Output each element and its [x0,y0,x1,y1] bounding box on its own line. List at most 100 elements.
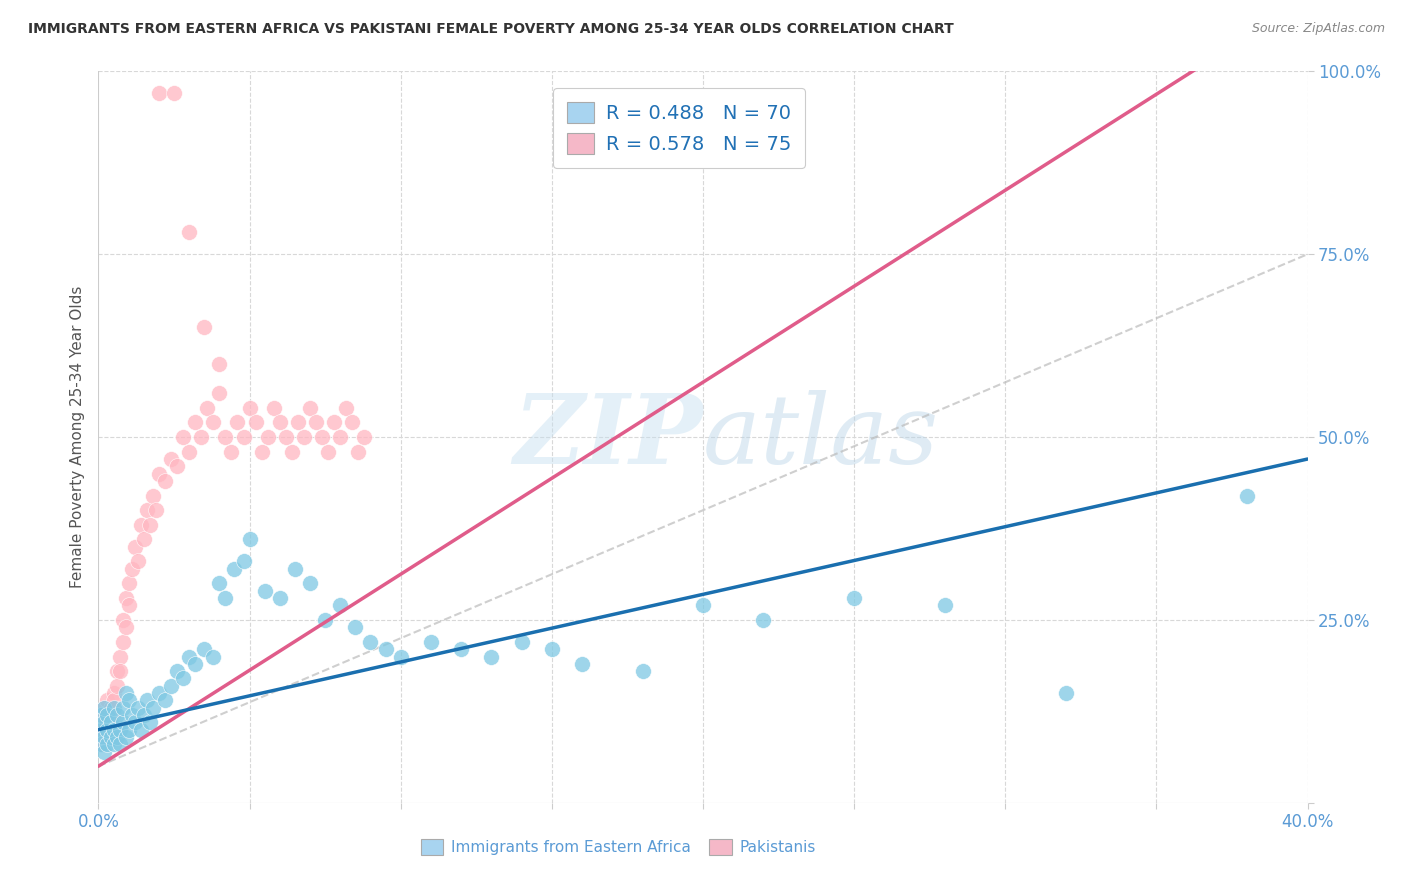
Point [105,730,128,744]
Point [96,708,118,723]
Point [239,533,262,547]
Point [153,693,176,707]
Point [93,730,115,744]
Point [214,591,236,605]
Point [172,430,194,444]
Text: Source: ZipAtlas.com: Source: ZipAtlas.com [1251,22,1385,36]
Point [139,517,162,532]
Point [103,693,125,707]
Point [127,700,149,714]
Point [202,649,225,664]
Point [179,649,201,664]
Point [93,700,115,714]
Point [360,635,382,649]
Point [148,686,170,700]
Point [166,664,188,678]
Point [96,723,118,737]
Point [100,730,122,744]
Point [347,444,370,458]
Point [571,657,593,671]
Point [108,664,131,678]
Point [93,700,115,714]
Point [145,503,167,517]
Point [287,416,309,430]
Point [263,401,285,415]
Point [114,686,136,700]
Point [90,737,112,751]
Text: IMMIGRANTS FROM EASTERN AFRICA VS PAKISTANI FEMALE POVERTY AMONG 25-34 YEAR OLDS: IMMIGRANTS FROM EASTERN AFRICA VS PAKIST… [28,22,953,37]
Point [100,700,122,714]
Point [335,401,357,415]
Point [93,715,115,730]
Point [284,562,307,576]
Point [129,517,152,532]
Point [202,416,225,430]
Point [190,430,212,444]
Point [342,416,364,430]
Point [179,444,201,458]
Point [105,664,128,678]
Point [139,715,162,730]
Point [193,320,215,334]
Point [111,715,134,730]
Point [481,649,503,664]
Point [96,737,118,751]
Point [631,664,654,678]
Point [124,540,146,554]
Point [108,723,131,737]
Point [232,430,254,444]
Point [374,642,396,657]
Point [226,416,249,430]
Point [124,715,146,730]
Point [93,730,115,744]
Point [93,723,115,737]
Point [510,635,533,649]
Legend: Immigrants from Eastern Africa, Pakistanis: Immigrants from Eastern Africa, Pakistan… [415,833,823,861]
Point [90,723,112,737]
Point [420,635,443,649]
Point [118,599,141,613]
Point [118,723,141,737]
Point [96,723,118,737]
Text: atlas: atlas [703,390,939,484]
Point [148,87,170,101]
Point [114,620,136,634]
Point [292,430,315,444]
Text: ZIP: ZIP [513,390,703,484]
Point [299,576,322,591]
Point [184,657,207,671]
Point [224,562,246,576]
Point [166,459,188,474]
Point [103,700,125,714]
Point [193,642,215,657]
Point [256,430,278,444]
Point [108,649,131,664]
Point [90,708,112,723]
Point [163,87,186,101]
Point [239,401,262,415]
Point [208,386,231,401]
Point [90,723,112,737]
Point [540,642,562,657]
Point [105,679,128,693]
Point [316,444,339,458]
Point [90,730,112,744]
Point [93,715,115,730]
Point [221,444,243,458]
Point [90,737,112,751]
Point [153,474,176,488]
Point [184,416,207,430]
Point [692,599,714,613]
Point [100,715,122,730]
Point [195,401,218,415]
Point [245,416,267,430]
Point [103,723,125,737]
Point [132,708,155,723]
Point [214,430,236,444]
Point [305,416,328,430]
Point [450,642,472,657]
Y-axis label: Female Poverty Among 25-34 Year Olds: Female Poverty Among 25-34 Year Olds [69,286,84,588]
Point [269,591,291,605]
Point [103,686,125,700]
Point [314,613,336,627]
